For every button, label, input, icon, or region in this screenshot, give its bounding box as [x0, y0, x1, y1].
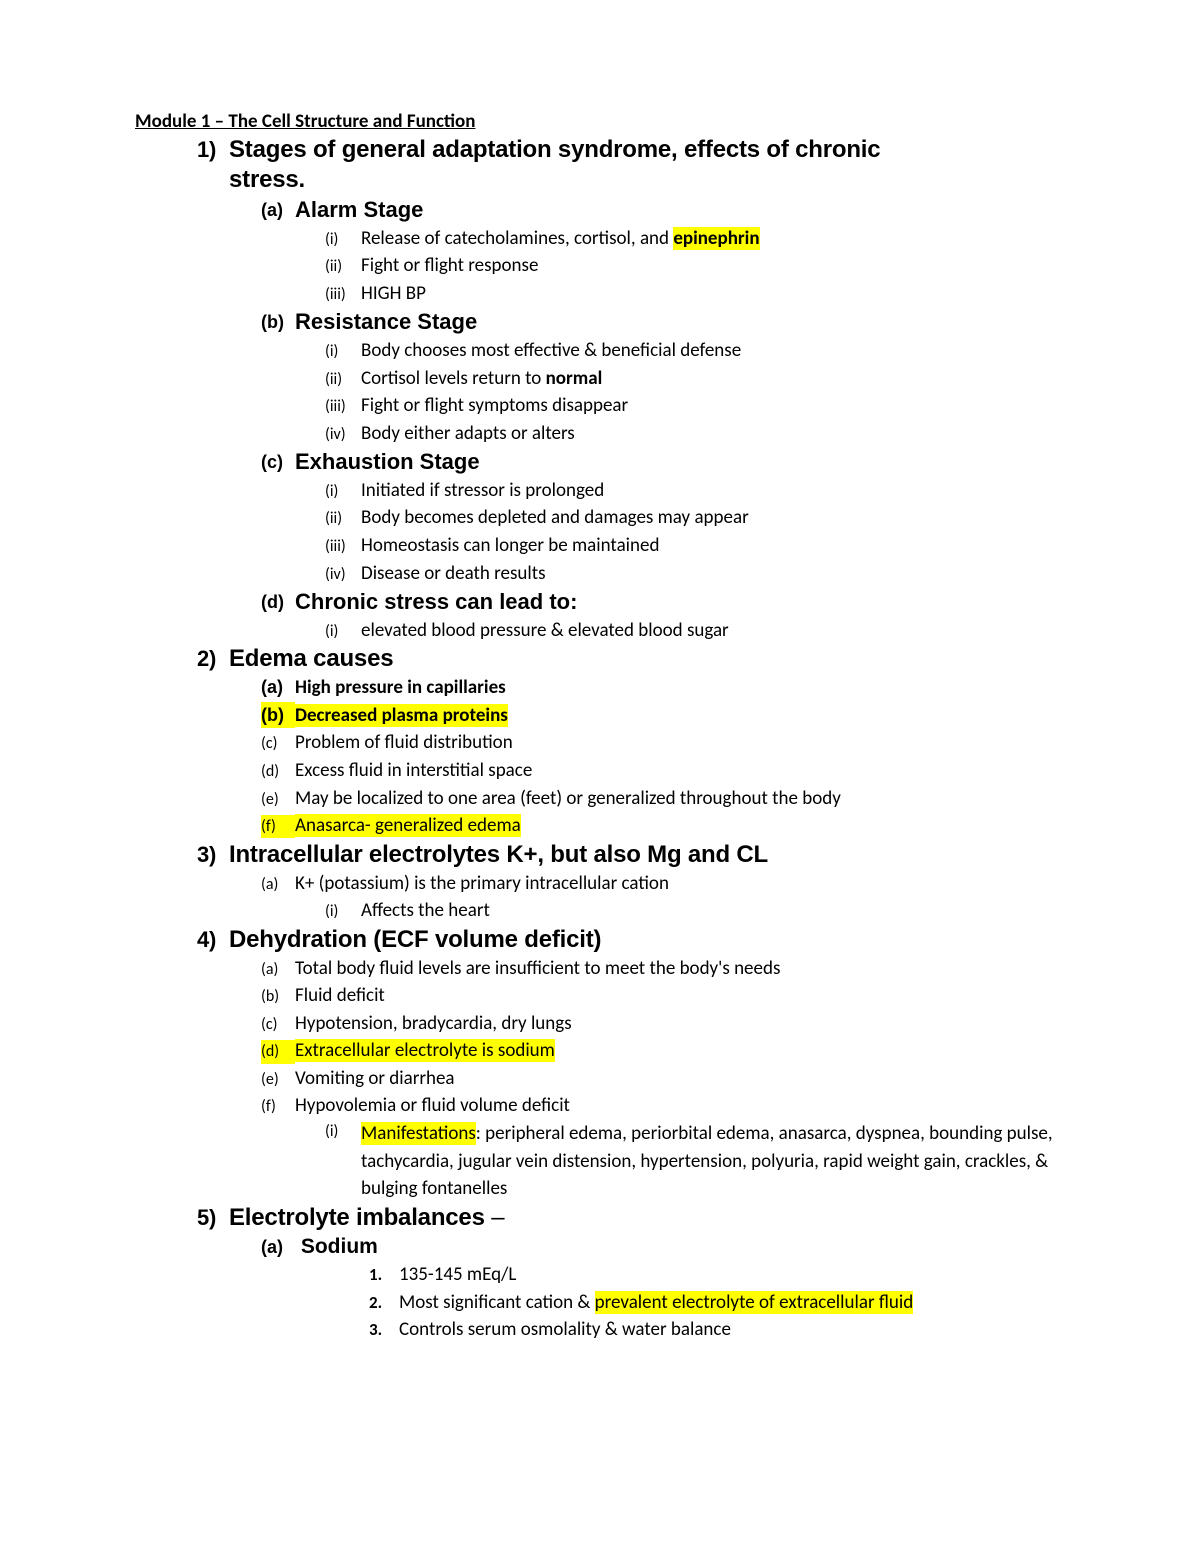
- item-1b: (b)Resistance Stage: [261, 307, 1065, 337]
- item-1-num: 1): [197, 136, 229, 164]
- highlight-anasarca: Anasarca- generalized edema: [295, 814, 521, 837]
- item-1c-i: (i)Initiated if stressor is prolonged: [325, 477, 1065, 505]
- item-2a: (a)High pressure in capillaries: [261, 674, 1065, 702]
- item-1b-ii: (ii)Cortisol levels return to normal: [325, 365, 1065, 393]
- highlight-epinephrin: epinephrin: [673, 227, 759, 250]
- item-1c-iv: (iv)Disease or death results: [325, 560, 1065, 588]
- item-2f: (f)Anasarca- generalized edema: [261, 812, 1065, 840]
- item-5: 5)Electrolyte imbalances –: [197, 1203, 1065, 1233]
- item-3a: (a)K+ (potassium) is the primary intrace…: [261, 870, 1065, 898]
- item-4e: (e)Vomiting or diarrhea: [261, 1065, 1065, 1093]
- item-2d: (d)Excess fluid in interstitial space: [261, 757, 1065, 785]
- item-1: 1)Stages of general adaptation syndrome,…: [197, 135, 1065, 165]
- item-1a-i: (i)Release of catecholamines, cortisol, …: [325, 225, 1065, 253]
- item-4a: (a)Total body fluid levels are insuffici…: [261, 955, 1065, 983]
- item-5a-3: 3.Controls serum osmolality & water bala…: [369, 1316, 1065, 1344]
- item-4f: (f)Hypovolemia or fluid volume deficit: [261, 1092, 1065, 1120]
- item-1c-ii: (ii)Body becomes depleted and damages ma…: [325, 504, 1065, 532]
- highlight-sodium-ecf: Extracellular electrolyte is sodium: [295, 1039, 555, 1062]
- item-1c-iii: (iii)Homeostasis can longer be maintaine…: [325, 532, 1065, 560]
- item-4f-i: (i) Manifestations: peripheral edema, pe…: [325, 1120, 1065, 1203]
- document-page: Module 1 – The Cell Structure and Functi…: [0, 0, 1200, 1464]
- item-4d: (d)Extracellular electrolyte is sodium: [261, 1037, 1065, 1065]
- highlight-manifestations: Manifestations: [361, 1122, 476, 1145]
- item-2: 2)Edema causes: [197, 644, 1065, 674]
- item-4c: (c)Hypotension, bradycardia, dry lungs: [261, 1010, 1065, 1038]
- item-1b-i: (i)Body chooses most effective & benefic…: [325, 337, 1065, 365]
- item-1a: (a)Alarm Stage: [261, 195, 1065, 225]
- item-5a-1: 1.135-145 mEq/L: [369, 1261, 1065, 1289]
- item-2c: (c)Problem of fluid distribution: [261, 729, 1065, 757]
- item-1d: (d)Chronic stress can lead to:: [261, 587, 1065, 617]
- item-2e: (e)May be localized to one area (feet) o…: [261, 785, 1065, 813]
- item-5a: (a) Sodium: [261, 1233, 1065, 1261]
- module-title: Module 1 – The Cell Structure and Functi…: [135, 110, 1065, 133]
- item-3: 3)Intracellular electrolytes K+, but als…: [197, 840, 1065, 870]
- item-3a-i: (i)Affects the heart: [325, 897, 1065, 925]
- item-1c: (c)Exhaustion Stage: [261, 447, 1065, 477]
- highlight-plasma-proteins: Decreased plasma proteins: [295, 704, 508, 727]
- highlight-prevalent-electrolyte: prevalent electrolyte of extracellular f…: [595, 1291, 914, 1314]
- item-1-title-line2: stress.: [229, 165, 1065, 195]
- item-5a-2: 2.Most significant cation & prevalent el…: [369, 1289, 1065, 1317]
- item-4b: (b)Fluid deficit: [261, 982, 1065, 1010]
- item-1-title-line1: Stages of general adaptation syndrome, e…: [229, 136, 880, 163]
- item-1d-i: (i)elevated blood pressure & elevated bl…: [325, 617, 1065, 645]
- item-1b-iv: (iv)Body either adapts or alters: [325, 420, 1065, 448]
- item-1a-iii: (iii)HIGH BP: [325, 280, 1065, 308]
- item-1b-iii: (iii)Fight or flight symptoms disappear: [325, 392, 1065, 420]
- item-4: 4)Dehydration (ECF volume deficit): [197, 925, 1065, 955]
- item-2b: (b)Decreased plasma proteins: [261, 702, 1065, 730]
- item-1a-ii: (ii)Fight or flight response: [325, 252, 1065, 280]
